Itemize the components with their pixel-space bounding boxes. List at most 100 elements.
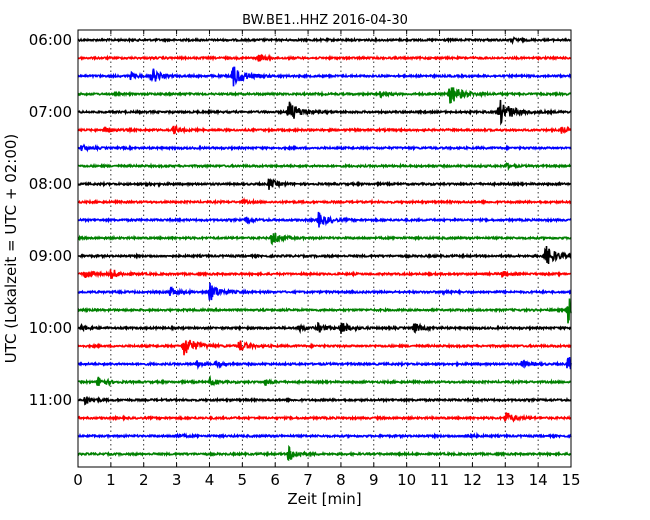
trace-row — [77, 444, 572, 462]
trace-row — [77, 66, 572, 87]
seismogram-trace — [77, 36, 572, 45]
trace-row — [77, 298, 572, 324]
trace-row — [77, 197, 572, 206]
trace-row — [77, 269, 572, 279]
event-marker — [79, 146, 83, 150]
seismogram-trace — [77, 431, 572, 440]
event-marker — [378, 92, 382, 96]
event-marker — [145, 182, 149, 186]
event-marker — [180, 343, 186, 349]
x-tick-label: 9 — [369, 471, 379, 489]
event-marker — [168, 290, 172, 294]
x-axis-label: Zeit [min] — [287, 490, 361, 508]
x-tick-label: 0 — [73, 471, 83, 489]
x-tick-label: 1 — [106, 471, 116, 489]
event-marker — [171, 128, 176, 132]
event-marker — [559, 128, 563, 132]
y-axis-label: UTC (Lokalzeit = UTC + 02:00) — [2, 134, 20, 364]
trace-row — [77, 143, 572, 153]
seismogram-trace — [77, 339, 572, 356]
event-marker — [82, 398, 87, 402]
seismogram-trace — [77, 233, 572, 246]
seismic-traces — [77, 36, 572, 462]
trace-row — [77, 374, 572, 387]
seismogram-trace — [77, 99, 572, 126]
event-marker — [510, 38, 514, 42]
trace-row — [77, 178, 572, 190]
x-tick-label: 6 — [270, 471, 280, 489]
seismogram-trace — [77, 143, 572, 153]
x-tick-label: 4 — [205, 471, 215, 489]
trace-row — [77, 412, 572, 423]
event-marker — [464, 434, 468, 438]
event-marker — [296, 326, 300, 330]
event-marker — [243, 218, 248, 222]
event-marker — [503, 164, 507, 168]
event-marker — [519, 362, 524, 366]
y-tick-label: 09:00 — [29, 247, 72, 265]
seismogram-trace — [77, 162, 572, 172]
x-tick-label: 10 — [397, 471, 416, 489]
chart-title: BW.BE1..HHZ 2016-04-30 — [242, 13, 408, 28]
event-marker — [240, 200, 244, 204]
x-tick-label: 11 — [430, 471, 449, 489]
y-tick-label: 08:00 — [29, 175, 72, 193]
event-marker — [495, 109, 502, 115]
event-marker — [269, 235, 275, 241]
seismogram-trace — [77, 282, 572, 301]
event-marker — [108, 272, 113, 276]
event-marker — [286, 451, 291, 457]
x-tick-label: 8 — [336, 471, 346, 489]
trace-row — [77, 36, 572, 45]
event-marker — [128, 74, 133, 78]
seismogram-trace — [77, 374, 572, 387]
event-marker — [82, 272, 87, 276]
trace-row — [77, 53, 572, 62]
event-marker — [214, 362, 218, 366]
y-axis-ticks: 06:00 07:00 08:00 09:00 10:00 11:00 — [29, 31, 571, 409]
event-marker — [257, 56, 261, 60]
seismogram-trace — [77, 87, 572, 104]
seismogram-trace — [77, 412, 572, 423]
event-marker — [102, 128, 107, 132]
trace-row — [77, 321, 572, 335]
event-marker — [266, 182, 271, 186]
seismogram-trace — [77, 124, 572, 135]
event-marker — [194, 362, 198, 366]
seismogram-trace — [77, 246, 572, 264]
event-marker — [95, 380, 100, 384]
event-marker — [411, 326, 416, 330]
event-marker — [207, 380, 212, 384]
event-marker — [338, 325, 344, 331]
trace-row — [77, 233, 572, 246]
seismogram-trace — [77, 357, 572, 370]
x-tick-label: 5 — [238, 471, 248, 489]
trace-row — [77, 395, 572, 406]
x-tick-label: 2 — [139, 471, 149, 489]
trace-row — [77, 162, 572, 172]
x-tick-label: 3 — [172, 471, 182, 489]
x-axis-ticks: 0 1 2 3 4 5 6 7 8 9 10 11 12 13 14 15 — [73, 30, 581, 489]
x-tick-label: 15 — [561, 471, 580, 489]
event-marker — [316, 326, 320, 330]
y-tick-label: 10:00 — [29, 319, 72, 337]
event-marker — [565, 361, 570, 367]
event-marker — [500, 272, 504, 276]
grid-lines — [110, 30, 539, 467]
x-tick-label: 13 — [496, 471, 515, 489]
trace-row — [77, 282, 572, 301]
event-marker — [206, 289, 212, 295]
trace-row — [77, 246, 572, 264]
trace-row — [77, 431, 572, 440]
seismogram-trace — [77, 444, 572, 462]
plot-frame — [77, 29, 572, 468]
x-tick-label: 12 — [463, 471, 482, 489]
seismogram-trace — [77, 197, 572, 206]
trace-row — [77, 357, 572, 370]
trace-row — [77, 99, 572, 126]
event-marker — [229, 73, 236, 79]
x-tick-label: 14 — [529, 471, 548, 489]
x-tick-label: 7 — [303, 471, 313, 489]
trace-row — [77, 124, 572, 135]
y-tick-label: 07:00 — [29, 103, 72, 121]
